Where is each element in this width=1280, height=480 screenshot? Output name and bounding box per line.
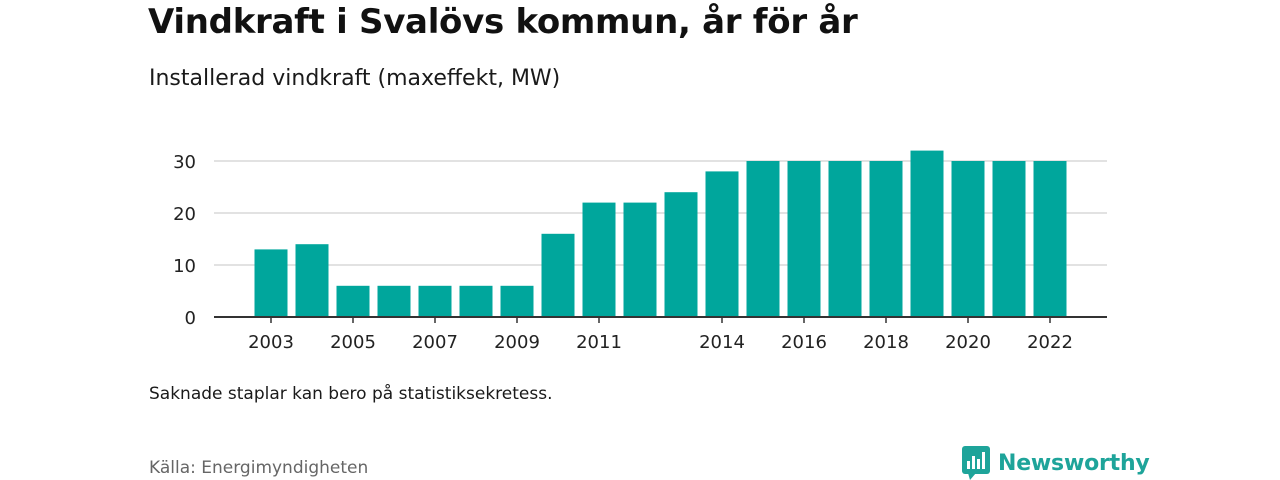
chart-bubble-icon (962, 446, 990, 480)
y-tick-label: 30 (173, 152, 196, 173)
y-tick-label: 0 (185, 308, 196, 329)
bar-chart: 0 10 20 30 2003 2005 2007 2009 2011 2014 2016 2018 2… (173, 150, 1107, 353)
bar (582, 202, 616, 317)
y-tick-label: 10 (173, 256, 196, 277)
x-tick-label: 2007 (412, 332, 458, 353)
bar (746, 161, 780, 317)
bar (377, 285, 411, 317)
bar (869, 161, 903, 317)
bar (623, 202, 657, 317)
bar (664, 192, 698, 317)
x-tick-label: 2003 (248, 332, 294, 353)
bar (254, 249, 288, 317)
x-tick-label: 2014 (699, 332, 745, 353)
x-tick-label: 2022 (1027, 332, 1073, 353)
x-tick-label: 2016 (781, 332, 827, 353)
bar (951, 161, 985, 317)
bar (787, 161, 821, 317)
chart-title: Vindkraft i Svalövs kommun, år för år (148, 2, 858, 42)
brand-name: Newsworthy (998, 450, 1150, 476)
chart-subtitle: Installerad vindkraft (maxeffekt, MW) (149, 66, 561, 91)
footnote: Saknade staplar kan bero på statistiksek… (149, 384, 553, 404)
bar (541, 233, 575, 317)
bar (295, 244, 329, 317)
source-label: Källa: Energimyndigheten (149, 458, 369, 478)
x-tick-label: 2005 (330, 332, 376, 353)
x-tick-label: 2009 (494, 332, 540, 353)
bar (336, 285, 370, 317)
brand-logo: Newsworthy (962, 446, 1150, 480)
x-tick-label: 2020 (945, 332, 991, 353)
x-tick-label: 2018 (863, 332, 909, 353)
bar (828, 161, 862, 317)
bar (1033, 161, 1067, 317)
y-tick-label: 20 (173, 204, 196, 225)
bar (992, 161, 1026, 317)
bar (705, 171, 739, 317)
bar (500, 285, 534, 317)
x-tick-label: 2011 (576, 332, 622, 353)
bar (418, 285, 452, 317)
bar (910, 150, 944, 317)
bar (459, 285, 493, 317)
